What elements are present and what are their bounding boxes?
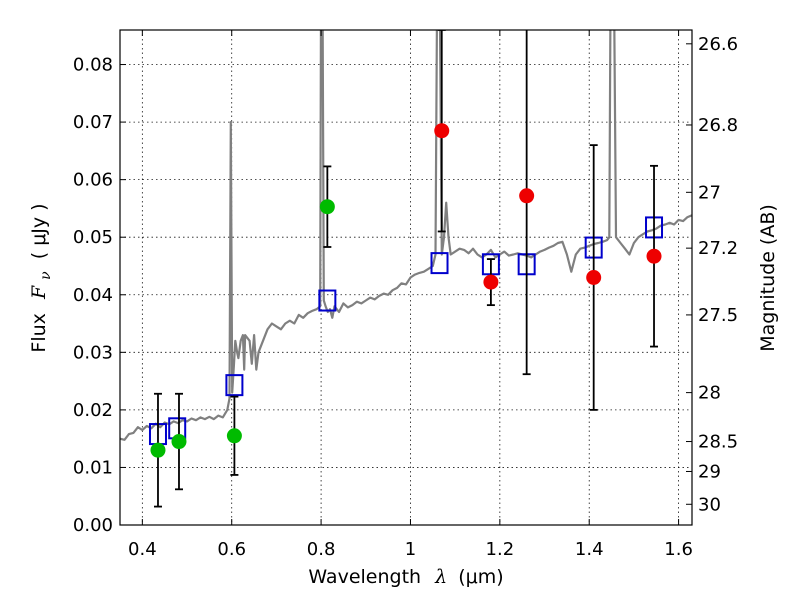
data-point <box>646 248 662 264</box>
data-point <box>319 199 335 215</box>
y2-tick-label: 26.6 <box>698 34 738 55</box>
x-axis-title-main: Wavelength <box>308 566 421 588</box>
y-tick-label: 0.01 <box>73 457 113 478</box>
x-axis-title-unit: (μm) <box>458 566 503 588</box>
spectrum-line <box>120 30 692 441</box>
y2-tick-label: 27.2 <box>698 238 738 259</box>
y-axis-title-main: Flux <box>28 313 50 353</box>
plot-area <box>120 30 692 508</box>
y-axis-title-symbol: F <box>28 285 50 300</box>
x-tick-label: 1.4 <box>575 539 604 560</box>
y-tick-label: 0.04 <box>73 285 113 306</box>
data-point <box>171 434 187 450</box>
y2-axis-title: Magnitude (AB) <box>757 204 779 352</box>
x-axis-title: Wavelength λ (μm) <box>308 566 503 588</box>
grid-lines <box>120 30 692 525</box>
y2-tick-label: 29 <box>698 461 721 482</box>
y-axis-title-subscript: ν <box>38 271 54 280</box>
y-tick-label: 0.06 <box>73 170 113 191</box>
x-tick-label: 0.8 <box>307 539 336 560</box>
data-point <box>226 428 242 444</box>
y-tick-label: 0.00 <box>73 515 113 536</box>
data-point <box>519 188 535 204</box>
y-tick-label: 0.03 <box>73 342 113 363</box>
model-square-marker <box>225 374 244 397</box>
data-point <box>150 442 166 458</box>
x-axis-title-symbol: λ <box>434 566 447 588</box>
plot-frame <box>119 29 693 526</box>
axis-ticks: 0.4 0.6 0.8 1 1.2 1.4 1.6 0.00 0.01 0.02 0.03 0.04 0… <box>73 30 738 560</box>
y-tick-label: 0.02 <box>73 400 113 421</box>
x-tick-label: 0.4 <box>128 539 157 560</box>
y2-tick-label: 26.8 <box>698 115 738 136</box>
y-tick-label: 0.07 <box>73 112 113 133</box>
data-point <box>434 123 450 139</box>
y2-tick-label: 28.5 <box>698 432 738 453</box>
x-tick-label: 0.6 <box>217 539 246 560</box>
x-tick-label: 1.6 <box>664 539 693 560</box>
x-tick-label: 1 <box>405 539 416 560</box>
y-tick-label: 0.05 <box>73 227 113 248</box>
y-axis-title: Flux F ν ( μJy ) <box>28 203 55 352</box>
data-point <box>586 270 602 285</box>
model-square-marker <box>318 289 337 312</box>
data-point <box>483 274 499 290</box>
y2-tick-label: 30 <box>698 494 721 515</box>
y2-tick-label: 27 <box>698 182 721 203</box>
model-square-marker <box>430 252 449 275</box>
x-tick-label: 1.2 <box>486 539 515 560</box>
y2-tick-label: 27.5 <box>698 305 738 326</box>
y-axis-title-unit: ( μJy ) <box>28 203 50 259</box>
y2-tick-label: 28 <box>698 383 721 404</box>
y-tick-label: 0.08 <box>73 55 113 76</box>
